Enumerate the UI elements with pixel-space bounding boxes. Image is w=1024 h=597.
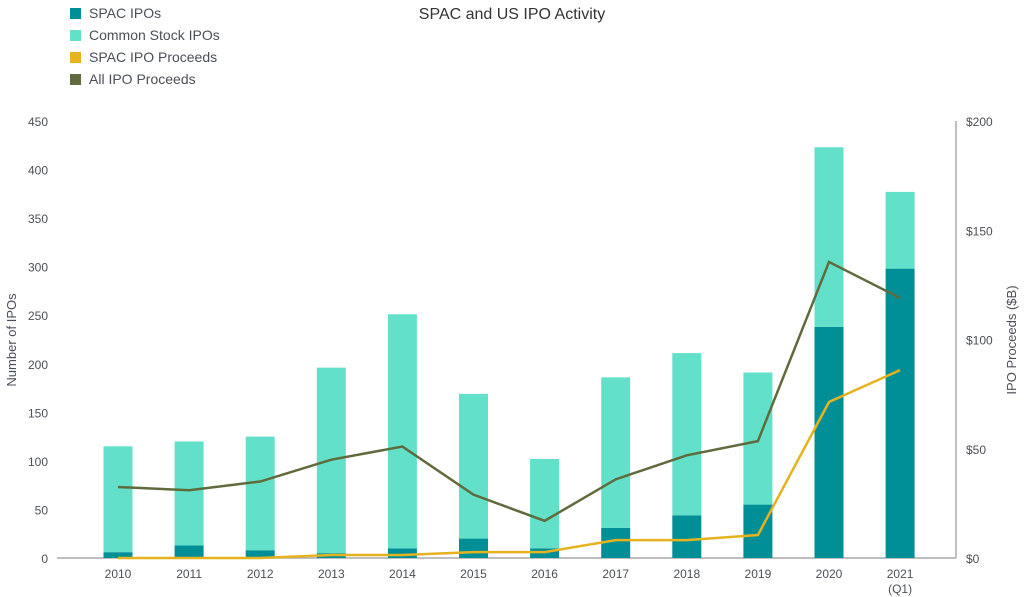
bar-common-stock-ipos: [103, 446, 133, 553]
y-tick-label: 300: [28, 261, 48, 275]
y-tick-label: 250: [28, 309, 48, 323]
legend-swatch: [70, 7, 81, 19]
legend-label: All IPO Proceeds: [89, 71, 196, 87]
bar-common-stock-ipos: [814, 147, 844, 327]
x-tick-label: 2019: [745, 567, 772, 581]
x-tick-label: 2020: [816, 567, 843, 581]
bar-common-stock-ipos: [245, 436, 275, 551]
bar-common-stock-ipos: [459, 393, 488, 539]
y-axis-title: Number of IPOs: [4, 293, 19, 387]
y-tick-label: 150: [28, 406, 48, 420]
y2-tick-label: $200: [966, 115, 993, 129]
bar-common-stock-ipos: [174, 441, 204, 546]
x-tick-label: 2014: [389, 567, 416, 581]
bar-common-stock-ipos: [601, 377, 631, 528]
bar-common-stock-ipos: [885, 191, 915, 269]
x-tick-label: (Q1): [888, 582, 912, 596]
legend-label: SPAC IPOs: [89, 5, 162, 21]
legend: SPAC IPOs Common Stock IPOs SPAC IPO Pro…: [70, 2, 220, 90]
x-tick-label: 2011: [176, 567, 202, 581]
line-all-ipo-proceeds: [117, 260, 901, 523]
bar-spac-ipos: [743, 504, 773, 558]
bar-spac-ipos: [174, 545, 204, 558]
x-tick-label: 2016: [531, 567, 558, 581]
legend-swatch: [70, 51, 81, 63]
y2-tick-label: $100: [966, 334, 993, 348]
y2-tick-label: $50: [966, 443, 986, 457]
bar-spac-ipos: [103, 552, 133, 558]
bar-spac-ipos: [672, 515, 702, 558]
legend-item-common-stock-ipos: Common Stock IPOs: [70, 24, 220, 46]
y-tick-label: 400: [28, 164, 48, 178]
legend-item-spac-ipo-proceeds: SPAC IPO Proceeds: [70, 46, 220, 68]
y-tick-label: 350: [28, 212, 48, 226]
legend-label: SPAC IPO Proceeds: [89, 49, 218, 65]
bar-common-stock-ipos: [387, 314, 417, 549]
x-tick-label: 2018: [673, 567, 700, 581]
y-tick-label: 0: [41, 552, 48, 566]
y2-tick-label: $0: [966, 552, 980, 566]
x-tick-label: 2015: [460, 567, 487, 581]
legend-label: Common Stock IPOs: [89, 27, 220, 43]
line-spac-ipo-proceeds: [118, 368, 901, 560]
y-tick-label: 100: [28, 455, 48, 469]
x-tick-label: 2010: [105, 567, 132, 581]
y-tick-label: 200: [28, 358, 48, 372]
y-tick-label: 450: [28, 115, 48, 129]
x-tick-label: 2013: [318, 567, 345, 581]
x-tick-label: 2012: [247, 567, 274, 581]
bar-spac-ipos: [245, 550, 275, 558]
legend-swatch: [70, 29, 81, 41]
x-tick-label: 2021: [887, 567, 914, 581]
bar-common-stock-ipos: [672, 353, 702, 516]
y2-axis-title: IPO Proceeds ($B): [1004, 285, 1019, 394]
x-tick-label: 2017: [602, 567, 629, 581]
bar-spac-ipos: [459, 538, 488, 558]
legend-item-spac-ipos: SPAC IPOs: [70, 2, 220, 24]
legend-item-all-ipo-proceeds: All IPO Proceeds: [70, 68, 220, 90]
y-tick-label: 50: [35, 503, 49, 517]
y2-tick-label: $150: [966, 224, 993, 238]
bar-spac-ipos: [814, 326, 844, 558]
bar-spac-ipos: [885, 268, 915, 558]
bar-common-stock-ipos: [530, 458, 560, 549]
chart-title: SPAC and US IPO Activity: [418, 6, 606, 23]
bar-spac-ipos: [387, 548, 417, 558]
legend-swatch: [70, 73, 81, 85]
